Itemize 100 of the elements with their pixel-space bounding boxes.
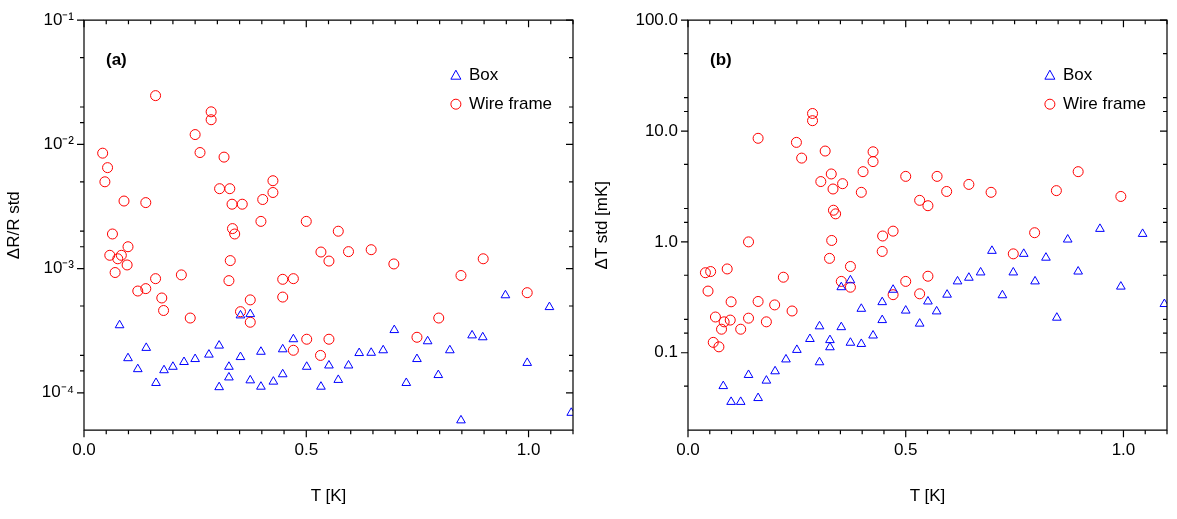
point bbox=[205, 106, 217, 118]
point bbox=[102, 162, 114, 174]
point bbox=[229, 228, 241, 240]
point bbox=[218, 151, 230, 163]
point bbox=[214, 183, 226, 195]
point bbox=[277, 368, 288, 378]
point bbox=[888, 284, 898, 293]
point bbox=[726, 396, 736, 405]
point bbox=[985, 186, 997, 198]
y-tick-label: 10⁻² bbox=[43, 134, 75, 154]
point bbox=[256, 381, 266, 390]
x-tick-label: 1.0 bbox=[516, 440, 541, 460]
point bbox=[770, 365, 780, 375]
point bbox=[244, 316, 256, 328]
point bbox=[825, 334, 835, 344]
point bbox=[324, 359, 334, 369]
point bbox=[975, 266, 986, 276]
point bbox=[914, 318, 925, 327]
point bbox=[184, 312, 196, 324]
point bbox=[114, 319, 125, 329]
point bbox=[224, 255, 236, 267]
point bbox=[122, 241, 134, 253]
point bbox=[467, 329, 477, 339]
point bbox=[845, 274, 856, 284]
point bbox=[815, 176, 827, 188]
point bbox=[267, 175, 279, 187]
point bbox=[288, 333, 299, 343]
point bbox=[713, 341, 725, 353]
x-tick-label: 0.0 bbox=[676, 440, 700, 460]
point bbox=[855, 186, 867, 198]
legend-label: Wire frame bbox=[1062, 93, 1147, 113]
point bbox=[724, 314, 736, 326]
point bbox=[796, 152, 808, 164]
point bbox=[140, 283, 152, 295]
point bbox=[104, 249, 116, 261]
point bbox=[987, 245, 997, 254]
point bbox=[923, 295, 933, 305]
point bbox=[1073, 266, 1083, 275]
point bbox=[1137, 228, 1148, 237]
point bbox=[743, 312, 755, 324]
point bbox=[761, 375, 772, 384]
point bbox=[877, 314, 888, 324]
point bbox=[887, 289, 899, 301]
point bbox=[900, 275, 912, 287]
point bbox=[1095, 223, 1105, 232]
point bbox=[109, 267, 121, 279]
point bbox=[707, 336, 719, 348]
point bbox=[277, 291, 289, 303]
point bbox=[140, 197, 152, 209]
point bbox=[205, 114, 217, 126]
point bbox=[214, 381, 224, 391]
y-tick-label: 10.0 bbox=[644, 120, 678, 140]
point bbox=[141, 342, 152, 351]
point bbox=[819, 145, 831, 157]
point bbox=[931, 305, 942, 315]
legend-label: Wire frame bbox=[468, 93, 553, 113]
point bbox=[121, 259, 133, 271]
point bbox=[753, 392, 763, 402]
point bbox=[333, 374, 344, 383]
y-axis-title: ΔR/R std bbox=[3, 191, 23, 260]
point bbox=[433, 369, 444, 379]
point bbox=[900, 305, 911, 314]
point bbox=[718, 316, 730, 328]
point bbox=[268, 376, 279, 385]
point bbox=[366, 347, 377, 356]
point bbox=[150, 90, 162, 102]
point bbox=[837, 178, 849, 190]
point bbox=[132, 285, 144, 297]
point bbox=[814, 356, 825, 366]
point bbox=[877, 230, 889, 242]
point bbox=[422, 335, 433, 345]
point bbox=[900, 170, 912, 182]
point bbox=[1030, 275, 1040, 285]
point bbox=[323, 333, 335, 345]
point bbox=[721, 263, 733, 275]
point bbox=[914, 288, 926, 300]
point bbox=[204, 349, 214, 358]
point bbox=[151, 377, 161, 386]
point bbox=[332, 225, 344, 237]
point bbox=[805, 333, 815, 342]
point bbox=[743, 369, 754, 378]
annotation: (a) bbox=[106, 49, 127, 69]
point bbox=[769, 299, 781, 311]
point bbox=[807, 115, 819, 127]
point bbox=[245, 308, 256, 318]
point bbox=[112, 253, 124, 265]
point bbox=[365, 244, 377, 256]
point bbox=[836, 321, 847, 331]
point bbox=[760, 316, 772, 328]
point bbox=[267, 187, 279, 198]
legend-label: Box bbox=[1062, 64, 1093, 84]
point bbox=[876, 245, 888, 257]
point bbox=[194, 147, 206, 159]
point bbox=[244, 294, 256, 306]
point bbox=[214, 340, 224, 349]
point bbox=[790, 136, 802, 148]
point bbox=[931, 170, 943, 182]
point bbox=[159, 364, 169, 374]
point bbox=[315, 349, 326, 361]
point bbox=[781, 353, 791, 363]
